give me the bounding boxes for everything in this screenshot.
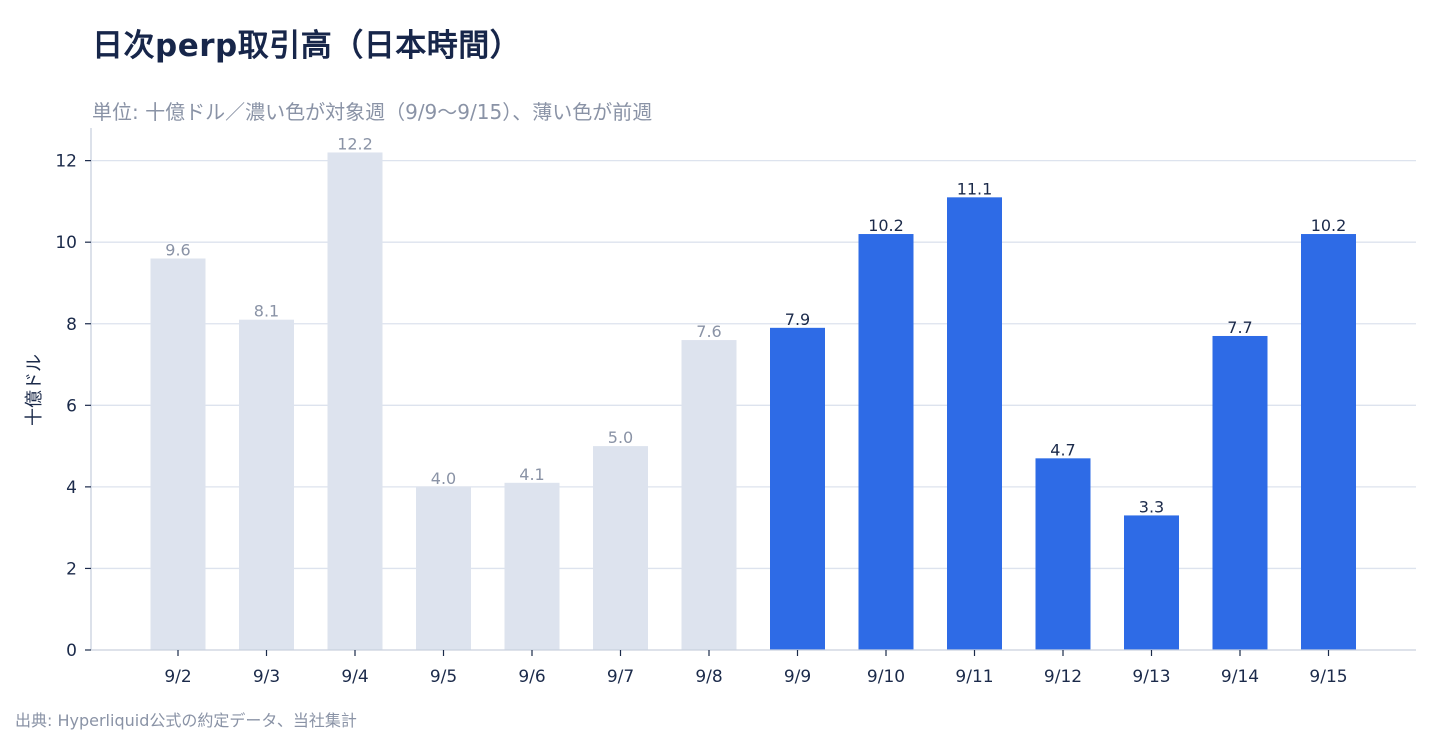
y-ticks: 0 2 4 6 8 10 12	[55, 152, 91, 661]
data-label: 3.3	[1139, 497, 1164, 516]
x-tick-label: 9/7	[607, 667, 634, 687]
x-tick-label: 9/9	[784, 667, 811, 687]
x-tick-label: 9/13	[1132, 667, 1170, 687]
bar-9-12	[1035, 458, 1091, 650]
bar-9-13	[1124, 515, 1179, 650]
data-label: 7.6	[696, 322, 721, 341]
y-tick-label: 10	[55, 233, 77, 253]
y-axis-label: 十億ドル	[24, 354, 45, 426]
bar-9-8	[681, 340, 737, 650]
data-label: 5.0	[608, 428, 633, 447]
data-labels: 9.6 8.1 12.2 4.0 4.1 5.0 7.6 7.9 10.2 11.1 4.7 3.3 7…	[165, 134, 1346, 516]
bars	[150, 152, 1356, 650]
bar-9-3	[239, 319, 294, 650]
source-note: 出典: Hyperliquid公式の約定データ、当社集計	[15, 711, 357, 730]
y-tick-label: 12	[55, 152, 77, 172]
x-tick-label: 9/11	[955, 667, 993, 687]
data-label: 4.0	[431, 469, 456, 488]
chart-title: 日次perp取引高（日本時間）	[92, 28, 522, 64]
x-tick-label: 9/8	[695, 667, 722, 687]
x-tick-label: 9/6	[518, 667, 545, 687]
data-label: 8.1	[254, 302, 279, 321]
x-tick-label: 9/10	[867, 667, 905, 687]
x-tick-label: 9/15	[1309, 667, 1347, 687]
x-tick-label: 9/12	[1044, 667, 1082, 687]
y-tick-label: 6	[66, 396, 77, 416]
y-tick-label: 4	[66, 478, 77, 498]
x-tick-label: 9/3	[253, 667, 280, 687]
data-label: 10.2	[1311, 216, 1347, 235]
x-tick-label: 9/5	[430, 667, 457, 687]
y-tick-label: 0	[66, 641, 77, 661]
data-label: 11.1	[957, 179, 993, 198]
bar-9-14	[1212, 335, 1268, 650]
bar-9-4	[327, 152, 383, 650]
y-tick-label: 8	[66, 315, 77, 335]
x-tick-label: 9/14	[1221, 667, 1259, 687]
x-tick-label: 9/2	[164, 667, 191, 687]
data-label: 4.7	[1050, 440, 1075, 459]
chart-subtitle: 単位: 十億ドル／濃い色が対象週（9/9〜9/15）、薄い色が前週	[92, 100, 653, 124]
gridlines	[91, 159, 1416, 570]
axes	[90, 128, 1416, 651]
x-tick-label: 9/4	[341, 667, 368, 687]
data-label: 9.6	[165, 241, 190, 260]
bar-9-9	[770, 327, 825, 650]
bar-9-7	[593, 446, 648, 650]
bar-9-11	[947, 197, 1002, 650]
data-label: 12.2	[337, 134, 373, 153]
data-label: 4.1	[519, 465, 544, 484]
bar-9-2	[150, 258, 206, 650]
bar-9-6	[504, 482, 560, 650]
data-label: 10.2	[868, 216, 904, 235]
bar-9-10	[858, 234, 914, 650]
x-ticks: 9/2 9/3 9/4 9/5 9/6 9/7 9/8 9/9 9/10 9/11 9/12 9/13…	[164, 650, 1348, 687]
bar-9-5	[416, 486, 471, 650]
data-label: 7.7	[1227, 318, 1252, 337]
y-tick-label: 2	[66, 559, 77, 579]
bar-9-15	[1301, 234, 1356, 650]
data-label: 7.9	[785, 310, 810, 329]
